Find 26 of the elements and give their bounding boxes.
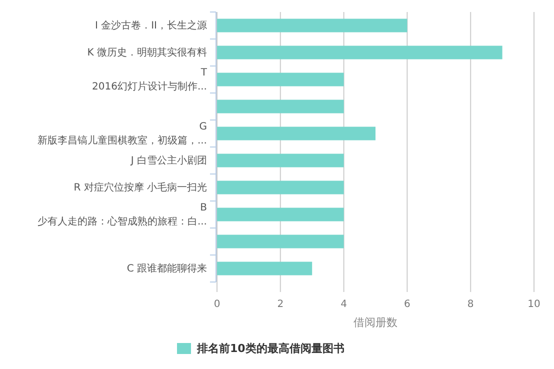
legend-label: 排名前10类的最高借阅量图书 <box>196 342 344 356</box>
bar <box>217 154 344 168</box>
x-tick-label: 2 <box>277 299 284 310</box>
bar <box>217 126 376 140</box>
y-tick-label: I 金沙古卷．II，长生之源 <box>94 19 207 32</box>
y-tick-label: G 新版李昌镐儿童围棋教室，初级篇，... <box>37 121 207 146</box>
bar <box>217 208 344 222</box>
y-tick-label: K 微历史．明朝其实很有料 <box>87 46 207 58</box>
y-tick-label: J 白雪公主小剧团 <box>130 154 207 166</box>
x-axis-title: 借阅册数 <box>354 316 398 329</box>
bar <box>217 180 344 194</box>
y-tick-label: B 少有人走的路：心智成熟的旅程：白... <box>37 202 208 228</box>
x-tick-label: 0 <box>214 299 220 310</box>
x-tick-label: 6 <box>404 299 410 310</box>
y-tick-label: C 跟谁都能聊得来 <box>126 262 207 274</box>
y-tick-label: R 对症穴位按摩 小毛病一扫光 <box>74 181 207 194</box>
bar <box>217 72 344 86</box>
x-tick-label: 4 <box>340 299 347 310</box>
y-tick-label: T 2016幻灯片设计与制作... <box>92 67 208 92</box>
bar <box>217 18 408 32</box>
bar <box>217 100 344 114</box>
bar <box>217 46 502 60</box>
bar <box>217 234 344 248</box>
x-tick-label: 10 <box>528 299 540 310</box>
x-tick-label: 8 <box>467 299 474 310</box>
bar <box>217 262 312 276</box>
